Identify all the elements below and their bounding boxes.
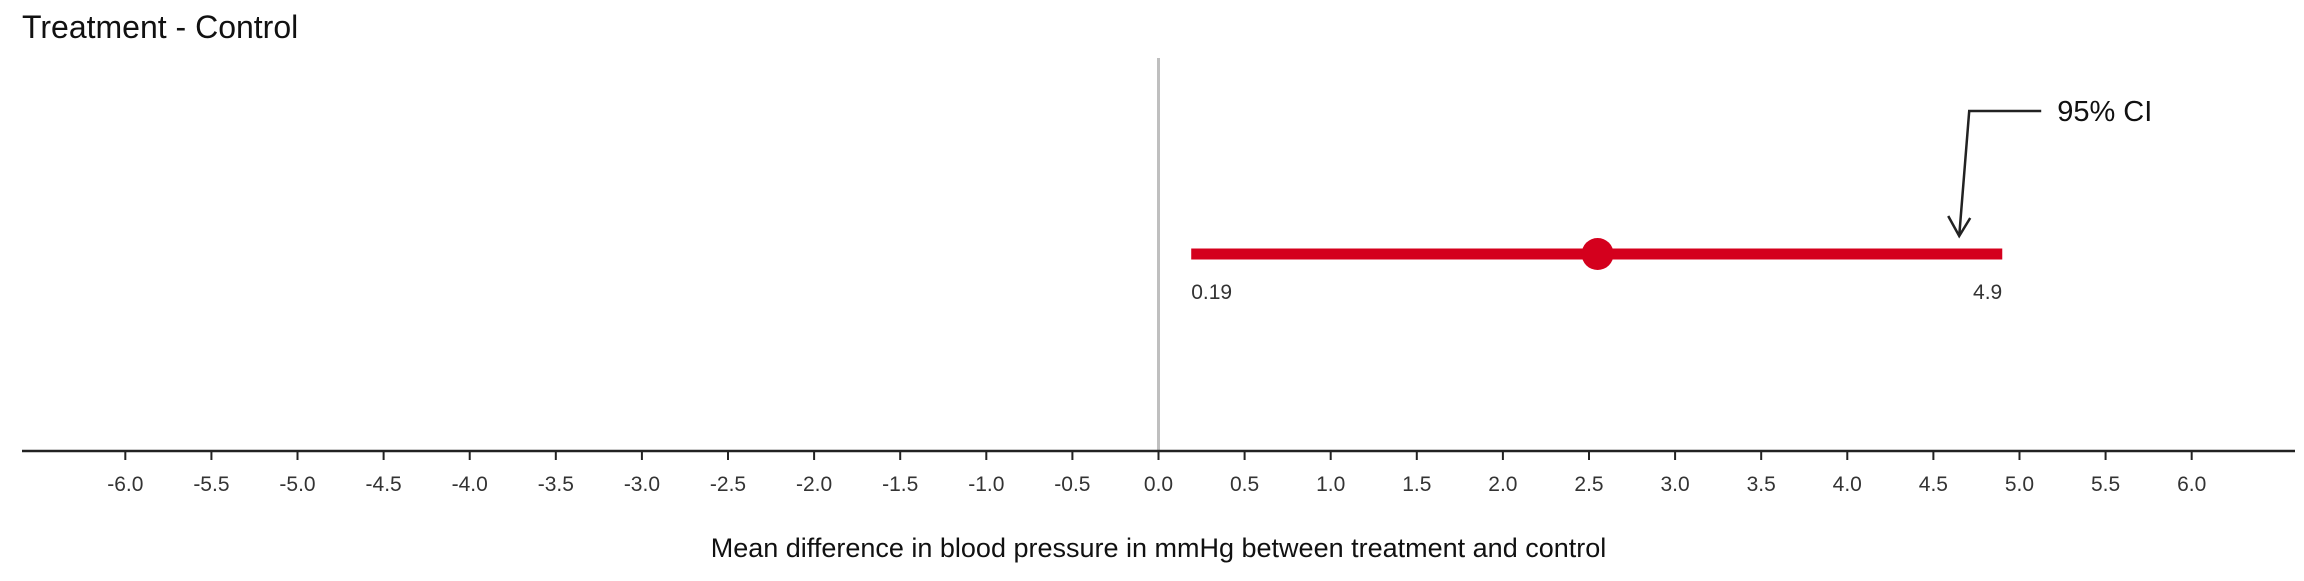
annotation-arrow bbox=[1957, 109, 2042, 237]
ci-lower-label: 0.19 bbox=[1191, 281, 1232, 304]
annotation-label: 95% CI bbox=[2057, 96, 2152, 128]
annotation-arrowhead bbox=[1947, 215, 1972, 239]
x-tick-label: 3.0 bbox=[1660, 473, 1689, 496]
x-tick-label: -1.5 bbox=[882, 473, 918, 496]
x-tick-label: 5.5 bbox=[2091, 473, 2120, 496]
x-tick-label: 0.5 bbox=[1230, 473, 1259, 496]
x-axis: -6.0 -5.5 -5.0 -4.5 -4.0 -3.5 -3.0 -2.5 -2.0 -1.5… bbox=[22, 449, 2295, 496]
x-tick-label: 4.5 bbox=[1919, 473, 1948, 496]
x-tick-label: 2.5 bbox=[1574, 473, 1603, 496]
x-axis-title: Mean difference in blood pressure in mmH… bbox=[711, 533, 1607, 563]
x-tick-label: -2.5 bbox=[710, 473, 746, 496]
x-tick-label: 4.0 bbox=[1833, 473, 1862, 496]
x-tick-label: 5.0 bbox=[2005, 473, 2034, 496]
confidence-interval: 0.19 4.9 bbox=[1191, 238, 2003, 304]
x-tick-label: 1.5 bbox=[1402, 473, 1431, 496]
x-tick-label: -3.5 bbox=[538, 473, 574, 496]
x-tick-label: -4.0 bbox=[452, 473, 488, 496]
x-tick-label: -5.5 bbox=[193, 473, 229, 496]
x-tick-label: -6.0 bbox=[107, 473, 143, 496]
point-estimate-marker bbox=[1581, 238, 1614, 270]
x-tick-label: 3.5 bbox=[1747, 473, 1776, 496]
x-tick-label: -0.5 bbox=[1054, 473, 1090, 496]
x-tick-label: -4.5 bbox=[366, 473, 402, 496]
x-tick-label: -2.0 bbox=[796, 473, 832, 496]
x-tick-label: -5.0 bbox=[279, 473, 315, 496]
x-tick-label: -3.0 bbox=[624, 473, 660, 496]
x-tick-label: 2.0 bbox=[1488, 473, 1517, 496]
x-tick-label: 6.0 bbox=[2177, 473, 2206, 496]
chart-title: Treatment - Control bbox=[22, 9, 298, 45]
x-tick-label: 0.0 bbox=[1144, 473, 1173, 496]
ci-annotation: 95% CI bbox=[1947, 96, 2152, 239]
ci-upper-label: 4.9 bbox=[1973, 281, 2002, 304]
x-tick-label: 1.0 bbox=[1316, 473, 1345, 496]
x-tick-label: -1.0 bbox=[968, 473, 1004, 496]
